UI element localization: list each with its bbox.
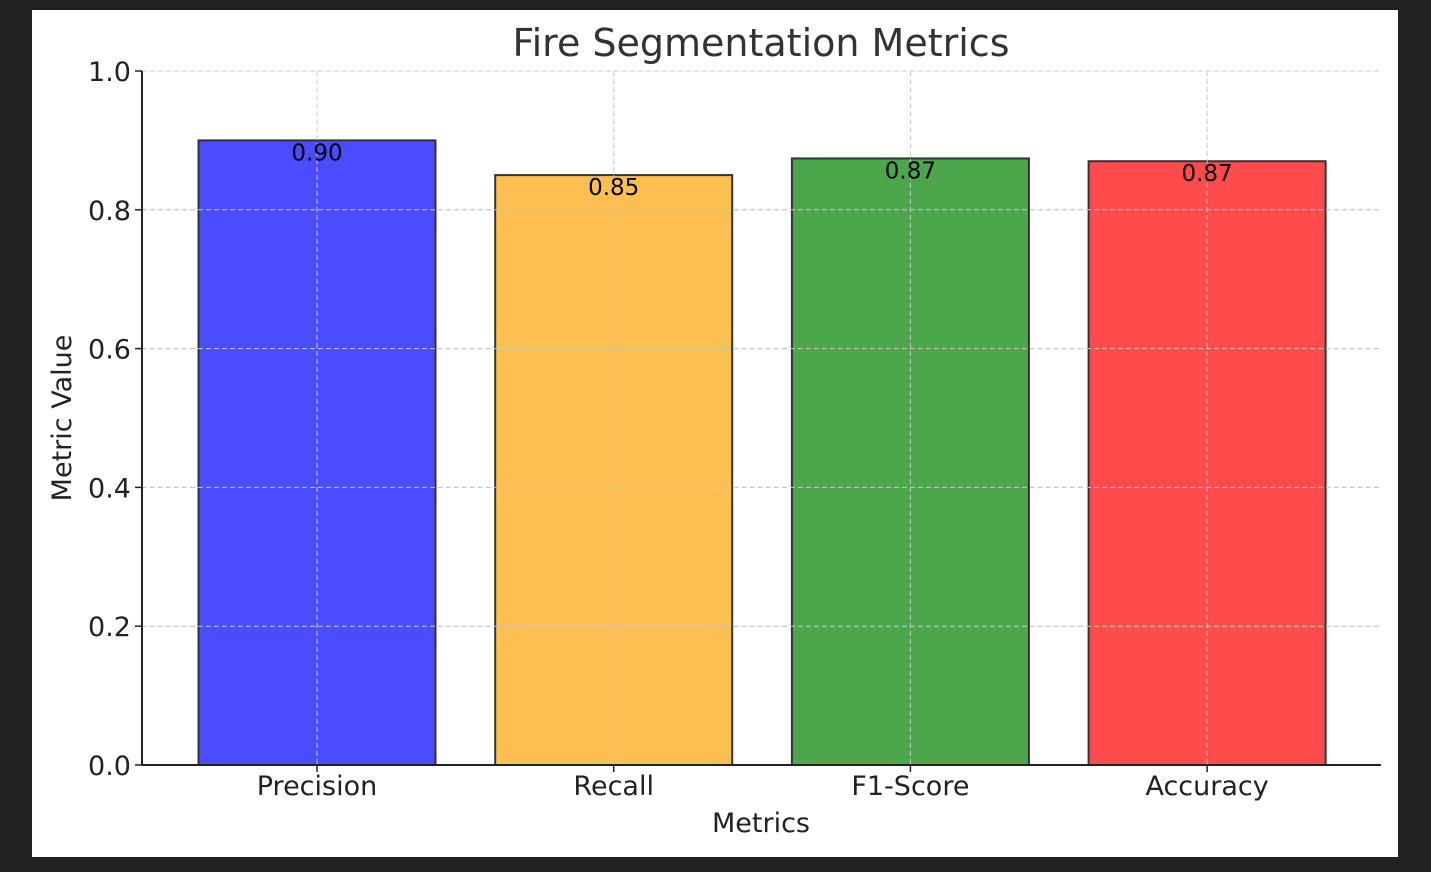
- x-axis-label: Metrics: [712, 808, 810, 839]
- axes: [135, 70, 1381, 772]
- chart-title: Fire Segmentation Metrics: [513, 21, 1010, 65]
- x-tick-label: Recall: [573, 771, 654, 802]
- y-tick-label: 1.0: [88, 57, 131, 88]
- y-tick-label: 0.6: [88, 335, 131, 366]
- x-tick-label: Precision: [257, 771, 377, 802]
- data-label: 0.87: [885, 158, 936, 184]
- vertical-grid: [142, 70, 1381, 765]
- data-label: 0.85: [588, 175, 639, 201]
- y-tick-label: 0.4: [88, 473, 131, 504]
- y-tick-label: 0.2: [88, 612, 131, 643]
- bars: [197, 139, 1327, 767]
- data-label: 0.90: [291, 140, 342, 166]
- y-axis-label: Metric Value: [47, 335, 78, 502]
- data-label: 0.87: [1181, 161, 1232, 187]
- tick-labels: 0.0 0.2 0.4 0.6 0.8 1.0 Precision Recall F1-Scor…: [88, 57, 1269, 802]
- x-tick-label: F1-Score: [851, 771, 969, 802]
- y-tick-label: 0.8: [88, 196, 131, 227]
- data-labels: 0.90 0.85 0.87 0.87: [291, 140, 1232, 201]
- x-tick-label: Accuracy: [1145, 771, 1268, 802]
- y-tick-label: 0.0: [88, 751, 131, 782]
